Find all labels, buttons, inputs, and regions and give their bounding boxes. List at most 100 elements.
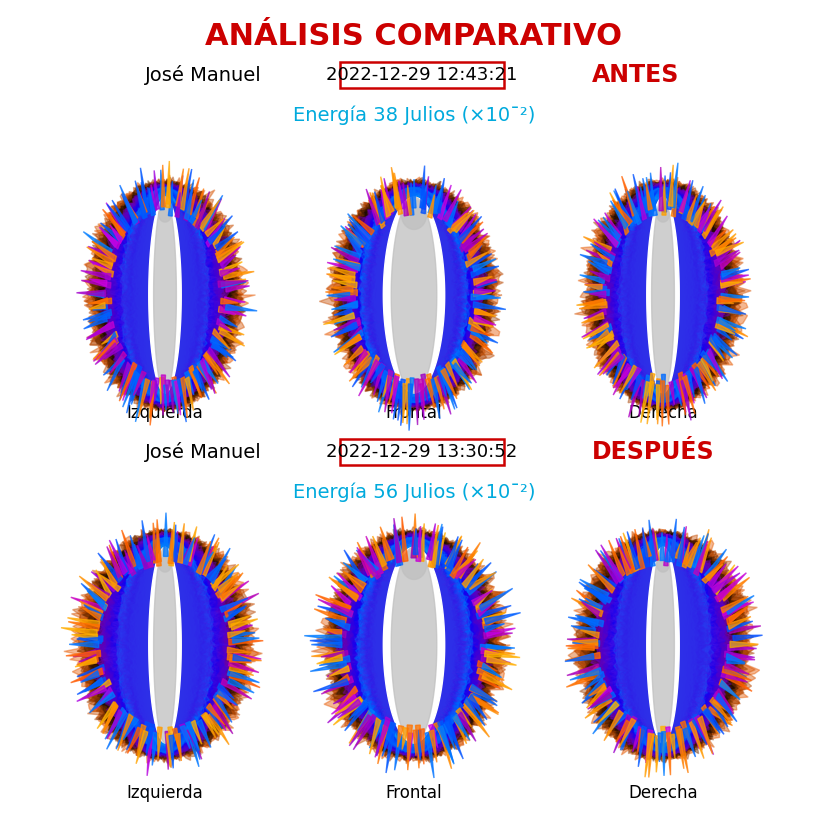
Polygon shape [95, 181, 234, 408]
Polygon shape [367, 545, 459, 746]
Polygon shape [339, 334, 361, 349]
Polygon shape [451, 207, 471, 230]
Polygon shape [477, 601, 495, 616]
Polygon shape [140, 541, 190, 749]
Polygon shape [224, 297, 245, 303]
Polygon shape [304, 635, 342, 641]
Polygon shape [89, 679, 111, 697]
Polygon shape [600, 556, 725, 735]
Polygon shape [196, 552, 213, 574]
Polygon shape [441, 368, 457, 399]
Polygon shape [321, 651, 347, 657]
Polygon shape [104, 185, 223, 406]
Polygon shape [364, 200, 465, 389]
Polygon shape [229, 672, 260, 687]
Polygon shape [329, 267, 355, 278]
Polygon shape [626, 538, 699, 751]
Polygon shape [111, 184, 220, 405]
Polygon shape [122, 370, 138, 407]
Polygon shape [682, 542, 696, 565]
Polygon shape [115, 551, 215, 740]
Polygon shape [88, 246, 114, 260]
Polygon shape [122, 199, 208, 390]
Polygon shape [146, 728, 155, 753]
Polygon shape [340, 686, 357, 707]
Polygon shape [372, 536, 386, 566]
Polygon shape [615, 537, 711, 753]
Polygon shape [633, 543, 692, 748]
Polygon shape [450, 360, 468, 386]
Polygon shape [421, 176, 428, 209]
Polygon shape [642, 192, 682, 399]
Polygon shape [323, 527, 500, 761]
Polygon shape [644, 192, 681, 398]
Polygon shape [661, 375, 665, 413]
Polygon shape [129, 547, 201, 744]
Polygon shape [133, 543, 197, 746]
Polygon shape [336, 535, 487, 756]
Polygon shape [131, 374, 141, 404]
Polygon shape [468, 318, 485, 332]
Polygon shape [141, 191, 189, 399]
Polygon shape [88, 303, 105, 309]
Polygon shape [379, 542, 448, 748]
Polygon shape [623, 543, 634, 574]
Polygon shape [313, 679, 348, 691]
Polygon shape [646, 177, 653, 217]
Polygon shape [310, 661, 347, 672]
Polygon shape [631, 189, 694, 400]
Polygon shape [88, 313, 110, 322]
Polygon shape [126, 189, 204, 402]
Polygon shape [351, 535, 479, 754]
Polygon shape [647, 734, 653, 758]
Polygon shape [194, 368, 209, 399]
Text: 2022-12-29 12:43:21: 2022-12-29 12:43:21 [326, 66, 517, 84]
Polygon shape [632, 540, 692, 750]
Polygon shape [583, 586, 606, 602]
Polygon shape [720, 296, 741, 302]
Polygon shape [382, 538, 390, 562]
Polygon shape [397, 537, 404, 562]
Polygon shape [88, 582, 109, 599]
Polygon shape [351, 557, 476, 737]
Polygon shape [645, 183, 652, 210]
Polygon shape [125, 196, 139, 225]
Polygon shape [88, 298, 112, 304]
Polygon shape [484, 651, 519, 657]
Polygon shape [599, 184, 727, 408]
Polygon shape [670, 163, 677, 208]
Polygon shape [165, 380, 169, 406]
Polygon shape [376, 191, 451, 399]
Polygon shape [94, 180, 235, 409]
Polygon shape [136, 540, 195, 750]
Polygon shape [625, 198, 698, 393]
Polygon shape [429, 541, 437, 567]
Polygon shape [358, 187, 468, 404]
Polygon shape [79, 636, 103, 642]
Polygon shape [376, 717, 390, 756]
Polygon shape [636, 729, 644, 754]
Polygon shape [206, 218, 224, 247]
Polygon shape [633, 174, 643, 216]
Polygon shape [474, 289, 495, 295]
Polygon shape [585, 182, 735, 409]
Polygon shape [81, 583, 105, 607]
Polygon shape [470, 332, 492, 353]
Polygon shape [87, 322, 114, 338]
Polygon shape [228, 660, 259, 672]
Polygon shape [143, 539, 187, 751]
Polygon shape [584, 588, 611, 603]
Polygon shape [112, 200, 132, 235]
Polygon shape [95, 181, 238, 412]
Polygon shape [131, 189, 198, 400]
Polygon shape [190, 720, 202, 744]
Polygon shape [68, 622, 99, 631]
Polygon shape [646, 198, 678, 393]
Polygon shape [131, 545, 198, 745]
Polygon shape [83, 309, 112, 320]
Polygon shape [415, 725, 420, 768]
Polygon shape [605, 557, 719, 734]
Polygon shape [150, 380, 156, 404]
Polygon shape [629, 540, 696, 750]
Polygon shape [589, 533, 736, 757]
